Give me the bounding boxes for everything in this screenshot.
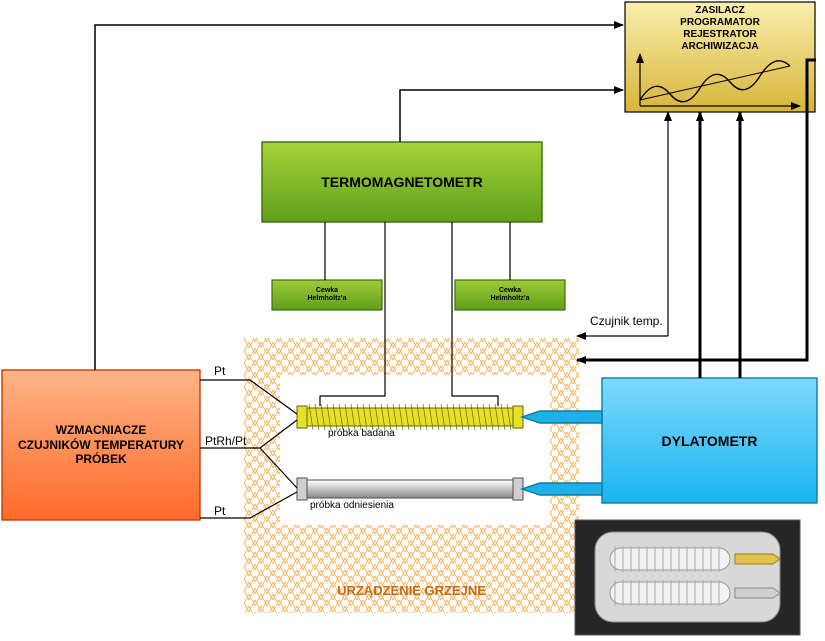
coil-right-line-2: Helmholtz'a (490, 295, 529, 303)
controller-line-1: ZASILACZ (680, 5, 760, 17)
sample-test-label: próbka badana (328, 428, 395, 439)
coil-left-label: Cewka Helmholtz'a (272, 280, 382, 310)
controller-line-4: ARCHIWIZACJA (680, 41, 760, 53)
amp-line-1: WZMACNIACZE (18, 423, 184, 437)
thermomagnet-label: TERMOMAGNETOMETR (262, 142, 542, 222)
controller-box-label: ZASILACZ PROGRAMATOR REJESTRATOR ARCHIWI… (625, 4, 815, 54)
controller-line-3: REJESTRATOR (680, 29, 760, 41)
diagram-canvas: ZASILACZ PROGRAMATOR REJESTRATOR ARCHIWI… (0, 0, 825, 641)
controller-line-2: PROGRAMATOR (680, 17, 760, 29)
coil-right-line-1: Cewka (490, 287, 529, 295)
dylatometer-label: DYLATOMETR (602, 378, 817, 503)
amp-line-2: CZUJNIKÓW TEMPERATURY (18, 438, 184, 452)
thermomagnet-text: TERMOMAGNETOMETR (321, 174, 483, 190)
sample-ref-label: próbka odniesienia (310, 500, 394, 511)
czujnik-label: Czujnik temp. (590, 314, 663, 328)
amp-line-3: PRÓBEK (18, 452, 184, 466)
coil-left-line-1: Cewka (307, 287, 346, 295)
heater-label: URZĄDZENIE GRZEJNE (244, 575, 579, 605)
coil-left-line-2: Helmholtz'a (307, 295, 346, 303)
heater-pattern (0, 0, 825, 641)
amplifiers-label: WZMACNIACZE CZUJNIKÓW TEMPERATURY PRÓBEK (2, 370, 200, 520)
heater-text: URZĄDZENIE GRZEJNE (337, 583, 486, 598)
pt-top-label: Pt (214, 364, 225, 378)
coil-right-label: Cewka Helmholtz'a (455, 280, 565, 310)
ptrh-label: PtRh/Pt (205, 434, 246, 448)
pt-bot-label: Pt (214, 504, 225, 518)
dylatometer-text: DYLATOMETR (662, 433, 758, 449)
